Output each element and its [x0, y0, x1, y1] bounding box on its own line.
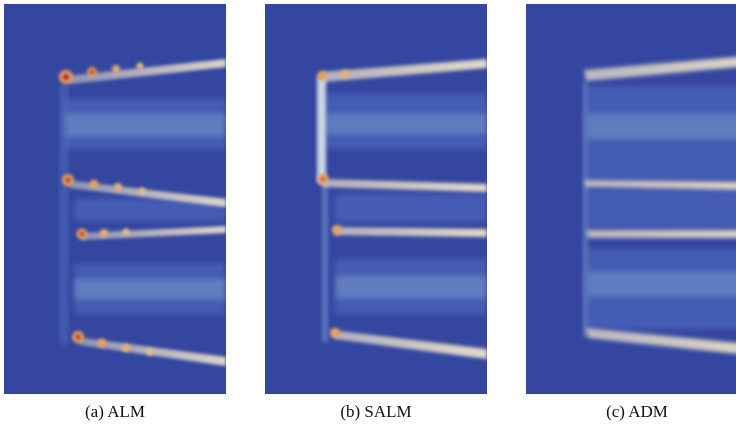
adm-wake-image — [526, 4, 736, 394]
salm-wake-image — [265, 4, 487, 394]
caption-salm: (b) SALM — [340, 402, 412, 421]
alm-wake-image — [4, 4, 226, 394]
caption-adm: (c) ADM — [606, 402, 668, 421]
caption-alm: (a) ALM — [85, 402, 145, 421]
